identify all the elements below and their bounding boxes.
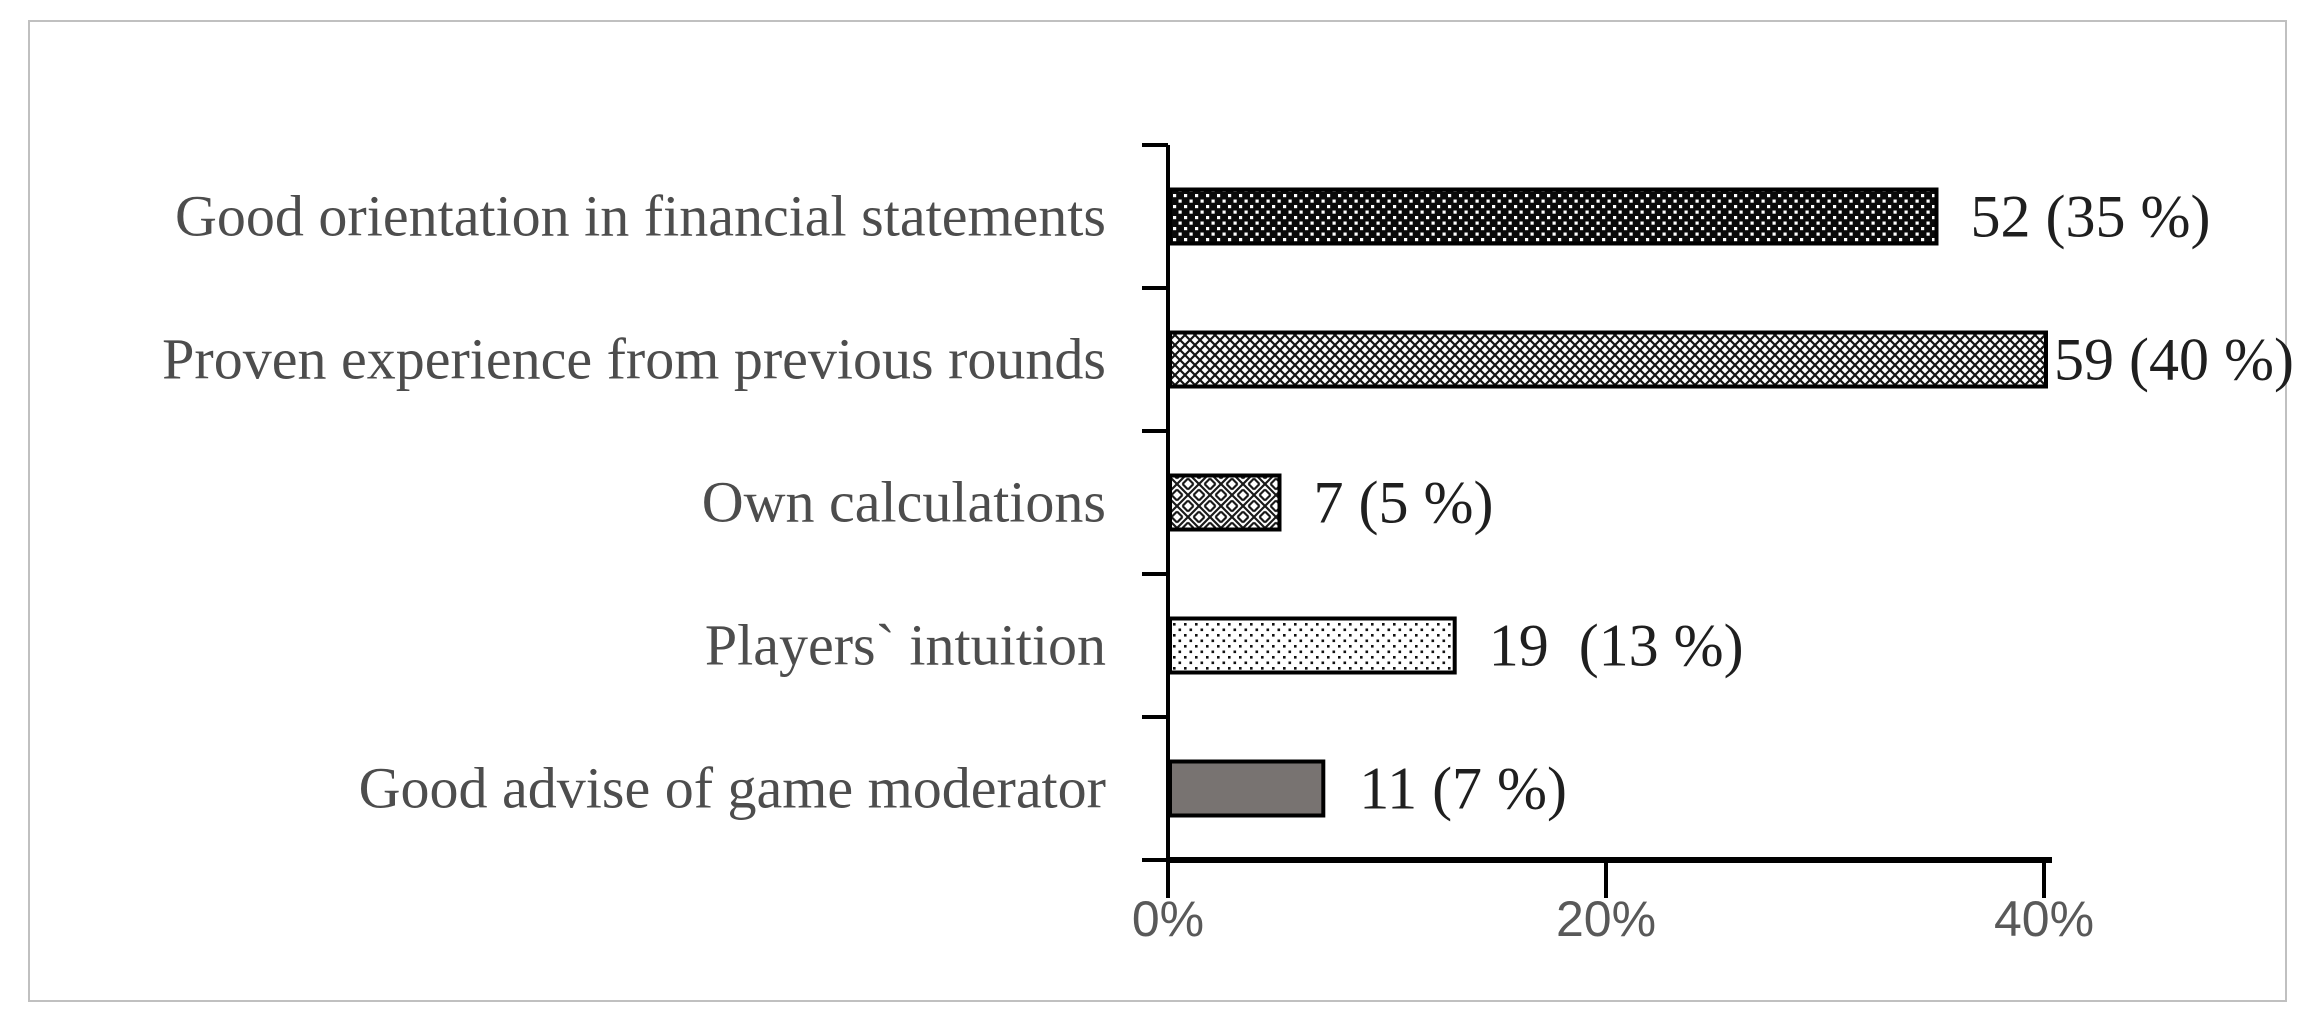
data-label-0: 52 (35 %)	[1971, 184, 2211, 250]
category-labels: Good orientation in financial statements…	[162, 184, 1106, 821]
chart-frame	[28, 20, 2287, 1002]
x-tick-label-2: 40%	[1994, 891, 2094, 947]
category-label-0: Good orientation in financial statements	[175, 184, 1106, 249]
x-tick-label-1: 20%	[1556, 891, 1656, 947]
bar-3	[1168, 616, 1457, 675]
category-label-4: Good advise of game moderator	[359, 756, 1106, 821]
data-label-1: 59 (40 %)	[2054, 327, 2294, 393]
bar-0	[1168, 187, 1939, 246]
bar-4	[1168, 759, 1326, 818]
data-label-4: 11 (7 %)	[1359, 756, 1567, 822]
data-label-2: 7 (5 %)	[1314, 470, 1494, 536]
bar-1	[1168, 330, 2048, 389]
data-labels: 52 (35 %) 59 (40 %) 7 (5 %) 19 (13 %) 11 (7 …	[1314, 184, 2294, 822]
x-tick-label-0: 0%	[1132, 891, 1204, 947]
bar-2	[1168, 473, 1282, 532]
bars	[1168, 187, 2048, 818]
x-tick-labels: 0% 20% 40%	[1132, 891, 2094, 947]
data-label-3: 19 (13 %)	[1489, 613, 1744, 679]
category-label-3: Players` intuition	[705, 613, 1106, 678]
category-label-1: Proven experience from previous rounds	[162, 327, 1106, 392]
category-label-2: Own calculations	[702, 470, 1106, 535]
